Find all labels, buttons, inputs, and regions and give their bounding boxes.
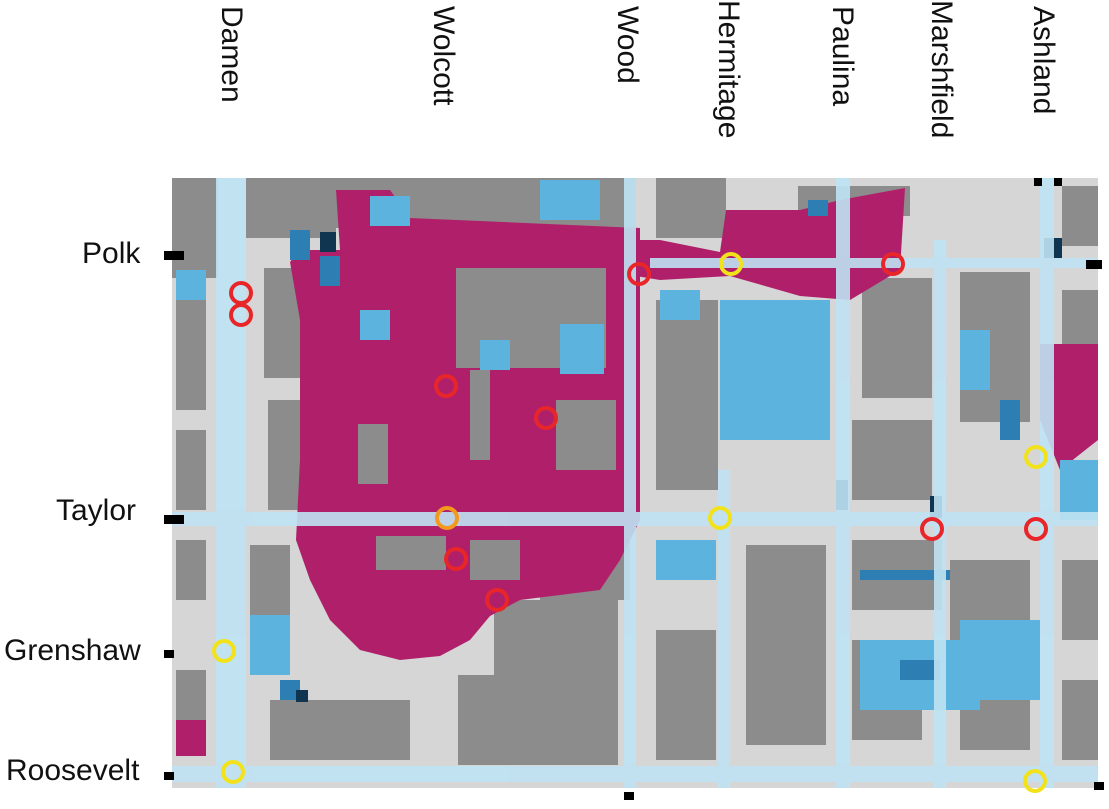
tick-polk-east: [1086, 260, 1102, 269]
building: [376, 536, 446, 570]
street-label-roosevelt: Roosevelt: [6, 754, 140, 787]
marker-yellow-circle: [1024, 445, 1048, 469]
building: [1062, 290, 1098, 350]
water-pocket: [960, 620, 1040, 700]
water-pocket: [370, 196, 410, 226]
building: [656, 300, 718, 490]
marker-yellow-circle: [221, 760, 245, 784]
building: [1062, 680, 1098, 760]
street-label-taylor: Taylor: [56, 494, 137, 527]
tick-polk: [164, 251, 184, 260]
tick-roosevelt: [164, 772, 174, 780]
street-label-wolcott: Wolcott: [427, 6, 460, 106]
building: [176, 540, 206, 600]
building: [358, 424, 388, 484]
building: [458, 675, 618, 765]
street-label-ashland: Ashland: [1027, 6, 1060, 115]
marker-red-circle: [229, 303, 253, 327]
street-label-paulina: Paulina: [826, 6, 859, 107]
flood-area-roosevelt: [176, 720, 206, 756]
water-dark-patch: [290, 230, 310, 260]
water-pocket: [1060, 460, 1098, 520]
street-ticks: [164, 178, 1104, 800]
water-dark-patch: [1000, 400, 1020, 440]
building: [656, 630, 716, 760]
water-pocket: [176, 270, 206, 300]
marker-red-circle: [534, 406, 558, 430]
building: [172, 178, 218, 278]
building: [470, 540, 520, 580]
corridor-paulina: [836, 178, 850, 788]
marker-red-circle: [485, 588, 509, 612]
water-pocket: [720, 300, 830, 440]
water-pocket: [656, 540, 716, 580]
street-label-grenshaw: Grenshaw: [4, 634, 141, 667]
street-label-polk: Polk: [82, 237, 141, 270]
corridor-ashland: [1040, 178, 1054, 788]
water-dark-patch: [860, 570, 950, 580]
street-label-wood: Wood: [611, 6, 644, 84]
street-label-marshfield: Marshfield: [925, 0, 958, 139]
water-pockets: [176, 180, 1098, 710]
water-dark-patch: [808, 200, 828, 216]
marker-red-circle: [444, 547, 468, 571]
water-dark-patch: [320, 256, 340, 286]
marker-red-circle: [627, 262, 651, 286]
building: [176, 300, 206, 410]
water-pocket: [540, 180, 600, 220]
corridor-taylor: [172, 512, 1098, 526]
marker-red-circle: [920, 517, 944, 541]
marker-yellow-circle: [1023, 769, 1047, 793]
marker-yellow-circle: [212, 639, 236, 663]
water-pocket: [250, 615, 290, 675]
marker-orange-circle: [435, 506, 459, 530]
building: [470, 370, 490, 460]
marker-red-circle: [881, 252, 905, 276]
water-pocket: [660, 290, 700, 320]
corridor-wood: [624, 178, 636, 788]
building: [246, 178, 336, 238]
building: [556, 400, 616, 470]
building: [746, 545, 826, 745]
water-pocket: [960, 330, 990, 390]
building: [1062, 186, 1098, 246]
corridor-hermitage: [718, 470, 730, 788]
tick-ashland-top-1: [1034, 178, 1042, 186]
street-label-damen: Damen: [215, 6, 248, 103]
water-deep-patch: [296, 690, 308, 702]
tick-taylor: [164, 515, 184, 524]
building: [656, 178, 726, 238]
marker-yellow-circle: [708, 506, 732, 530]
building: [494, 600, 618, 675]
marker-yellow-circle: [719, 252, 743, 276]
tick-ashland-top-2: [1054, 178, 1062, 186]
corridor-roosevelt: [172, 766, 1098, 782]
building: [852, 420, 932, 500]
building: [176, 430, 206, 510]
corridor-damen: [216, 178, 246, 788]
water-pocket: [360, 310, 390, 340]
building: [1062, 560, 1098, 640]
flood-area-east: [1040, 344, 1098, 470]
tick-grenshaw: [164, 650, 174, 658]
corridor-polk: [650, 258, 1098, 268]
markers-layer: [212, 252, 1048, 793]
tick-roosevelt-east: [1094, 782, 1104, 790]
water-dark-patch: [280, 680, 300, 700]
building: [250, 545, 290, 615]
tick-wood-bottom: [624, 792, 634, 800]
water-deep-patch: [320, 232, 336, 252]
water-dark: [280, 200, 1020, 700]
water-pocket: [560, 324, 604, 374]
water-pocket: [480, 340, 510, 370]
building: [862, 278, 932, 398]
marker-red-circle: [434, 374, 458, 398]
street-label-hermitage: Hermitage: [712, 0, 745, 139]
marker-red-circle: [1024, 517, 1048, 541]
building: [270, 700, 410, 760]
water-dark-patch: [900, 660, 940, 680]
street-corridors: [172, 178, 1098, 788]
